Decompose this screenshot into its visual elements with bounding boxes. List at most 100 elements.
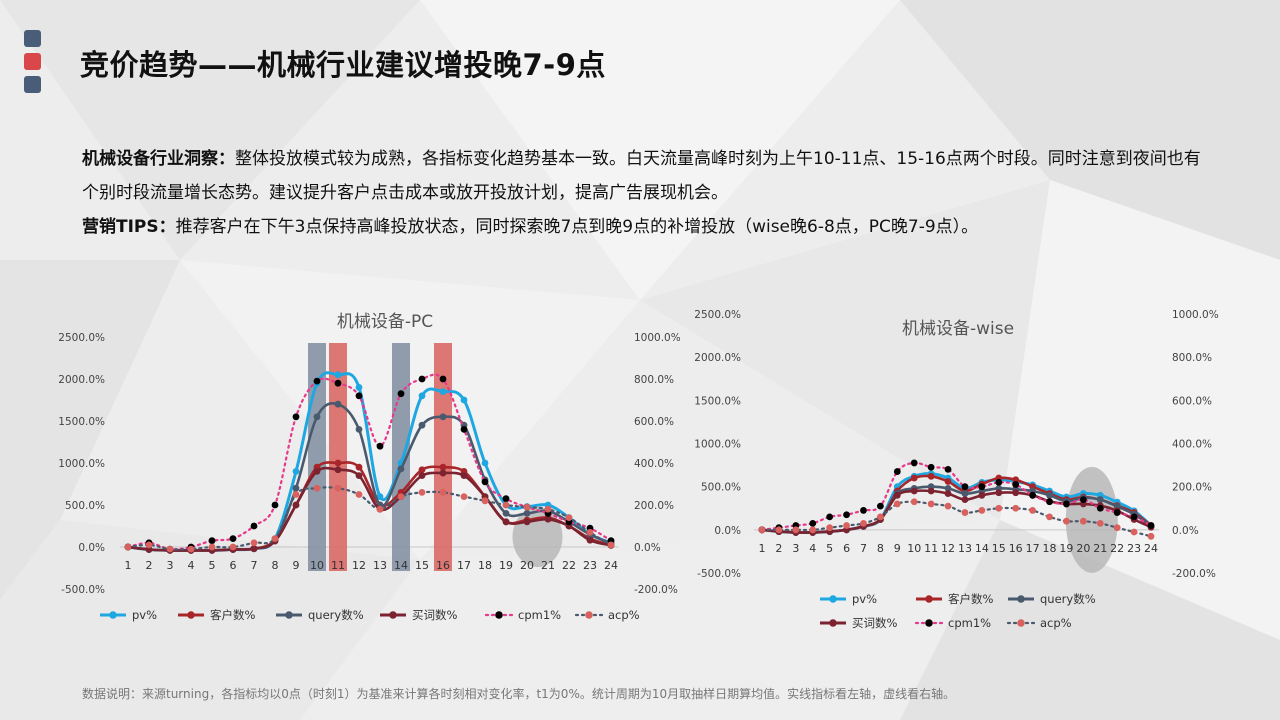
- right-axis-tick-label: 800.0%: [1172, 352, 1212, 364]
- chart-title: 机械设备-wise: [902, 319, 1014, 339]
- data-point-pv: [481, 459, 489, 467]
- x-tick-label: 14: [975, 542, 989, 555]
- data-point-cpm: [292, 413, 300, 421]
- legend-label-pv: pv%: [852, 592, 877, 606]
- x-tick-label: 7: [860, 542, 867, 555]
- left-axis-tick-label: 1500.0%: [58, 416, 105, 428]
- right-axis-tick-label: 1000.0%: [1172, 309, 1219, 321]
- right-axis-tick-label: 400.0%: [634, 458, 674, 470]
- legend-label-keywords: 买词数%: [852, 616, 897, 630]
- legend-label-acp: acp%: [1040, 616, 1072, 630]
- left-axis-tick-label: 2000.0%: [58, 374, 105, 386]
- data-point-customers: [439, 463, 447, 471]
- data-point-cpm: [961, 483, 969, 491]
- legend-label-query: query数%: [1040, 592, 1096, 606]
- right-axis-tick-label: 0.0%: [1172, 525, 1199, 537]
- data-point-keywords: [910, 487, 918, 495]
- right-axis-tick-label: 600.0%: [1172, 395, 1212, 407]
- x-tick-label: 1: [125, 559, 132, 572]
- data-point-cpm: [876, 502, 884, 510]
- data-point-cpm: [1029, 491, 1037, 499]
- data-point-acp: [229, 543, 237, 551]
- x-tick-label: 2: [146, 559, 153, 572]
- highlight-column-11: [329, 343, 347, 571]
- data-point-keywords: [978, 491, 986, 499]
- data-point-cpm: [313, 377, 321, 385]
- data-point-cpm: [1046, 498, 1053, 506]
- data-point-acp: [927, 500, 935, 508]
- x-tick-label: 19: [1059, 542, 1073, 555]
- x-tick-label: 18: [478, 559, 492, 572]
- data-point-customers: [910, 474, 918, 482]
- data-point-cpm: [355, 392, 363, 400]
- data-point-keywords: [893, 491, 901, 499]
- data-point-query: [418, 421, 426, 429]
- data-point-pv: [355, 384, 363, 391]
- legend-marker-cpm: [495, 611, 503, 619]
- data-point-query: [1046, 491, 1053, 499]
- highlight-column-10: [308, 343, 326, 571]
- x-tick-label: 6: [843, 542, 850, 555]
- tips-block: 营销TIPS：推荐客户在下午3点保持高峰投放状态，同时探索晚7点到晚9点的补增投…: [82, 210, 1212, 244]
- highlight-column-16: [434, 343, 452, 571]
- data-point-acp: [860, 519, 867, 527]
- legend-marker-pv: [829, 595, 837, 603]
- legend-marker-query: [1017, 595, 1025, 603]
- legend-marker-customers: [187, 611, 195, 619]
- data-point-customers: [944, 478, 952, 485]
- data-point-cpm: [927, 463, 935, 471]
- data-point-cpm: [376, 442, 384, 450]
- left-axis-tick-label: 1000.0%: [694, 439, 741, 451]
- x-tick-label: 5: [826, 542, 833, 555]
- data-point-acp: [876, 513, 884, 521]
- insight-block: 机械设备行业洞察：整体投放模式较为成熟，各指标变化趋势基本一致。白天流量高峰时刻…: [82, 142, 1212, 210]
- x-tick-label: 24: [1144, 542, 1158, 555]
- legend-label-customers: 客户数%: [948, 592, 993, 606]
- data-point-customers: [1012, 476, 1020, 484]
- data-point-keywords: [418, 472, 426, 479]
- legend-marker-pv: [109, 611, 117, 619]
- data-point-acp: [792, 526, 800, 534]
- data-point-cpm: [1063, 500, 1070, 508]
- data-point-acp: [523, 503, 531, 511]
- x-tick-label: 19: [499, 559, 513, 572]
- data-point-cpm: [229, 535, 237, 542]
- legend-marker-acp: [1017, 619, 1025, 627]
- tips-label: 营销TIPS: [82, 217, 159, 237]
- right-axis-tick-label: 200.0%: [1172, 482, 1212, 494]
- data-point-acp: [775, 526, 783, 534]
- data-point-acp: [995, 504, 1003, 512]
- data-point-acp: [944, 502, 952, 510]
- x-tick-label: 9: [894, 542, 901, 555]
- data-point-customers: [355, 463, 363, 471]
- data-point-cpm: [1096, 504, 1104, 512]
- data-point-acp: [843, 522, 850, 529]
- data-point-acp: [565, 514, 573, 521]
- x-tick-label: 14: [394, 559, 408, 572]
- data-point-query: [961, 490, 969, 497]
- x-tick-label: 5: [209, 559, 216, 572]
- tips-text: 推荐客户在下午3点保持高峰投放状态，同时探索晚7点到晚9点的补增投放（wise晚…: [175, 217, 979, 237]
- data-point-keywords: [460, 472, 468, 479]
- data-point-cpm: [334, 379, 342, 387]
- x-tick-label: 4: [188, 559, 195, 572]
- chart-wise: 机械设备-wise 2500.0% 2000.0% 1500.0% 1000.0% 500…: [694, 309, 1219, 630]
- data-note: 数据说明：来源turning，各指标均以0点（时刻1）为基准来计算各时刻相对变化…: [82, 687, 956, 701]
- data-point-acp: [809, 526, 817, 534]
- data-point-acp: [1029, 507, 1037, 514]
- right-axis-tick-label: -200.0%: [1172, 568, 1216, 580]
- x-tick-label: 22: [1110, 542, 1124, 555]
- data-point-acp: [1130, 528, 1138, 536]
- right-axis-tick-label: 600.0%: [634, 416, 674, 428]
- legend-label-query: query数%: [308, 608, 364, 622]
- highlight-column-14: [392, 343, 410, 571]
- right-axis-tick-label: 0.0%: [634, 542, 661, 554]
- data-point-acp: [1012, 504, 1020, 512]
- data-point-keywords: [944, 490, 952, 497]
- x-tick-label: 9: [293, 559, 300, 572]
- x-tick-label: 8: [877, 542, 884, 555]
- x-tick-label: 15: [992, 542, 1006, 555]
- insight-paragraph: 机械设备行业洞察：整体投放模式较为成熟，各指标变化趋势基本一致。白天流量高峰时刻…: [82, 142, 1212, 244]
- data-point-keywords: [292, 501, 300, 509]
